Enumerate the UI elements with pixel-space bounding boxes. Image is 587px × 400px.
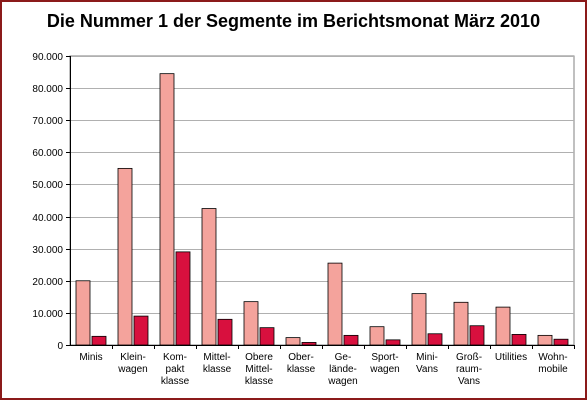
chart-title: Die Nummer 1 der Segmente im Berichtsmon… [46,11,541,31]
bar-series-2-10 [469,325,485,346]
y-tick-label: 80.000 [32,84,63,95]
y-tick-label: 60.000 [32,148,63,159]
category-label: Klein-wagen [117,352,147,375]
bar-series-1-5 [243,301,259,346]
bar-series-1-8 [369,326,385,346]
bar-series-1-4 [201,208,217,346]
y-tick-label: 40.000 [32,213,63,224]
bar-series-1-9 [411,293,427,346]
bar-series-2-8 [385,339,401,346]
y-tick-label: 70.000 [32,116,63,127]
y-tick-label: 10.000 [32,309,63,320]
y-tick-label: 90.000 [32,52,63,63]
bar-series-1-3 [159,73,175,346]
category-label: Obere Mittel-klasse [245,352,274,387]
bar-series-2-2 [133,315,149,346]
bar-series-2-3 [175,251,191,346]
category-label: Wohn-mobile [538,352,568,375]
y-tick-label: 20.000 [32,277,63,288]
bar-series-2-12 [553,338,569,346]
bar-series-1-7 [327,262,343,346]
category-label: Ober-klasse [287,352,316,375]
y-tick-label: 50.000 [32,180,63,191]
category-label: Sport-wagen [369,352,399,375]
bar-series-2-9 [427,333,443,346]
y-tick-label: 30.000 [32,245,63,256]
bar-series-1-10 [453,301,469,346]
bar-series-1-12 [537,334,553,346]
category-label: Ge-lände-wagen [327,352,357,387]
plot-area [69,55,575,346]
bar-series-1-1 [75,280,91,346]
category-label: Minis [79,352,102,363]
bar-series-2-4 [217,318,233,346]
category-label: Groß-raum-Vans [456,352,482,387]
bar-series-2-5 [259,327,275,346]
bar-series-2-7 [343,334,359,346]
bar-series-1-2 [117,167,133,346]
bar-series-1-6 [285,337,301,346]
category-label: Mini-Vans [416,352,438,375]
bar-series-2-11 [511,334,527,346]
bar-series-2-1 [91,335,107,346]
category-label: Kom-pakt klasse [161,352,190,387]
category-label: Mittel-klasse [203,352,232,375]
category-label: Utilities [495,352,527,363]
y-tick-label: 0 [57,341,63,352]
bar-series-2-6 [301,342,317,346]
bar-series-1-11 [495,306,511,346]
